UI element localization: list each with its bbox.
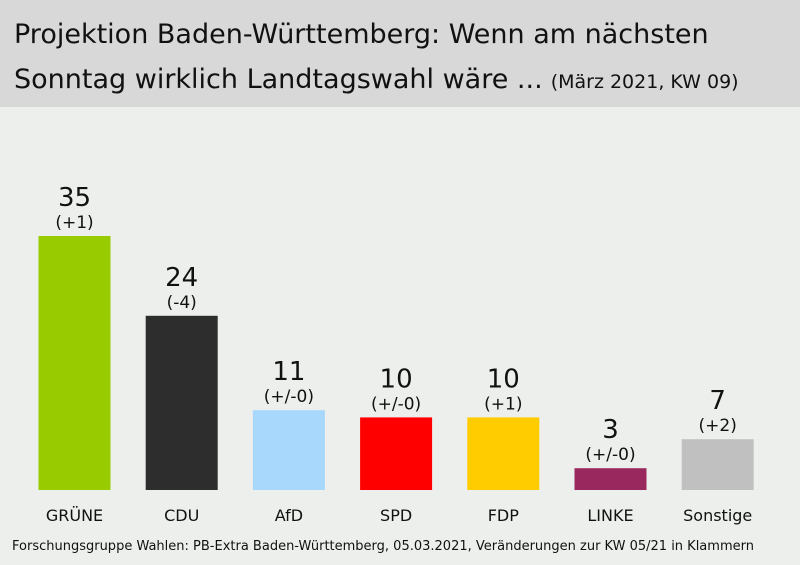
value-label-grüne: 35 (58, 183, 91, 213)
change-label-afd: (+/-0) (264, 387, 314, 407)
bar-grüne (38, 236, 111, 490)
value-label-cdu: 24 (165, 263, 198, 293)
chart-title-line-2: Sonntag wirklich Landtagswahl wäre ... (M… (14, 66, 739, 93)
category-label-grüne: GRÜNE (46, 506, 103, 525)
chart-title-line-2-text: Sonntag wirklich Landtagswahl wäre ... (14, 64, 543, 95)
category-label-fdp: FDP (488, 506, 520, 525)
change-label-fdp: (+1) (484, 394, 522, 414)
chart-title-line-1: Projektion Baden-Württemberg: Wenn am nä… (14, 19, 709, 50)
category-label-afd: AfD (275, 506, 303, 525)
value-label-spd: 10 (380, 364, 413, 394)
value-label-linke: 3 (602, 415, 619, 445)
change-label-spd: (+/-0) (371, 394, 421, 414)
category-label-linke: LINKE (587, 506, 633, 525)
bar-fdp (467, 417, 540, 490)
value-label-sonstige: 7 (709, 386, 726, 416)
bar-linke (574, 468, 647, 490)
bar-afd (252, 410, 325, 490)
value-label-afd: 11 (272, 357, 305, 387)
source-note: Forschungsgruppe Wahlen: PB-Extra Baden-… (12, 539, 754, 554)
chart-subtitle: (März 2021, KW 09) (550, 71, 739, 93)
change-label-grüne: (+1) (55, 213, 93, 233)
change-label-sonstige: (+2) (699, 416, 737, 436)
chart-header: Projektion Baden-Württemberg: Wenn am nä… (0, 0, 800, 107)
category-label-sonstige: Sonstige (683, 506, 752, 525)
bar-sonstige (681, 439, 754, 490)
bar-spd (360, 417, 433, 490)
value-label-fdp: 10 (487, 364, 520, 394)
category-label-cdu: CDU (164, 506, 199, 525)
bar-chart: (+1)35GRÜNE(-4)24CDU(+/-0)11AfD(+/-0)10S… (38, 183, 754, 525)
category-label-spd: SPD (380, 506, 412, 525)
change-label-cdu: (-4) (167, 293, 197, 313)
change-label-linke: (+/-0) (585, 445, 635, 465)
bar-cdu (145, 315, 218, 490)
